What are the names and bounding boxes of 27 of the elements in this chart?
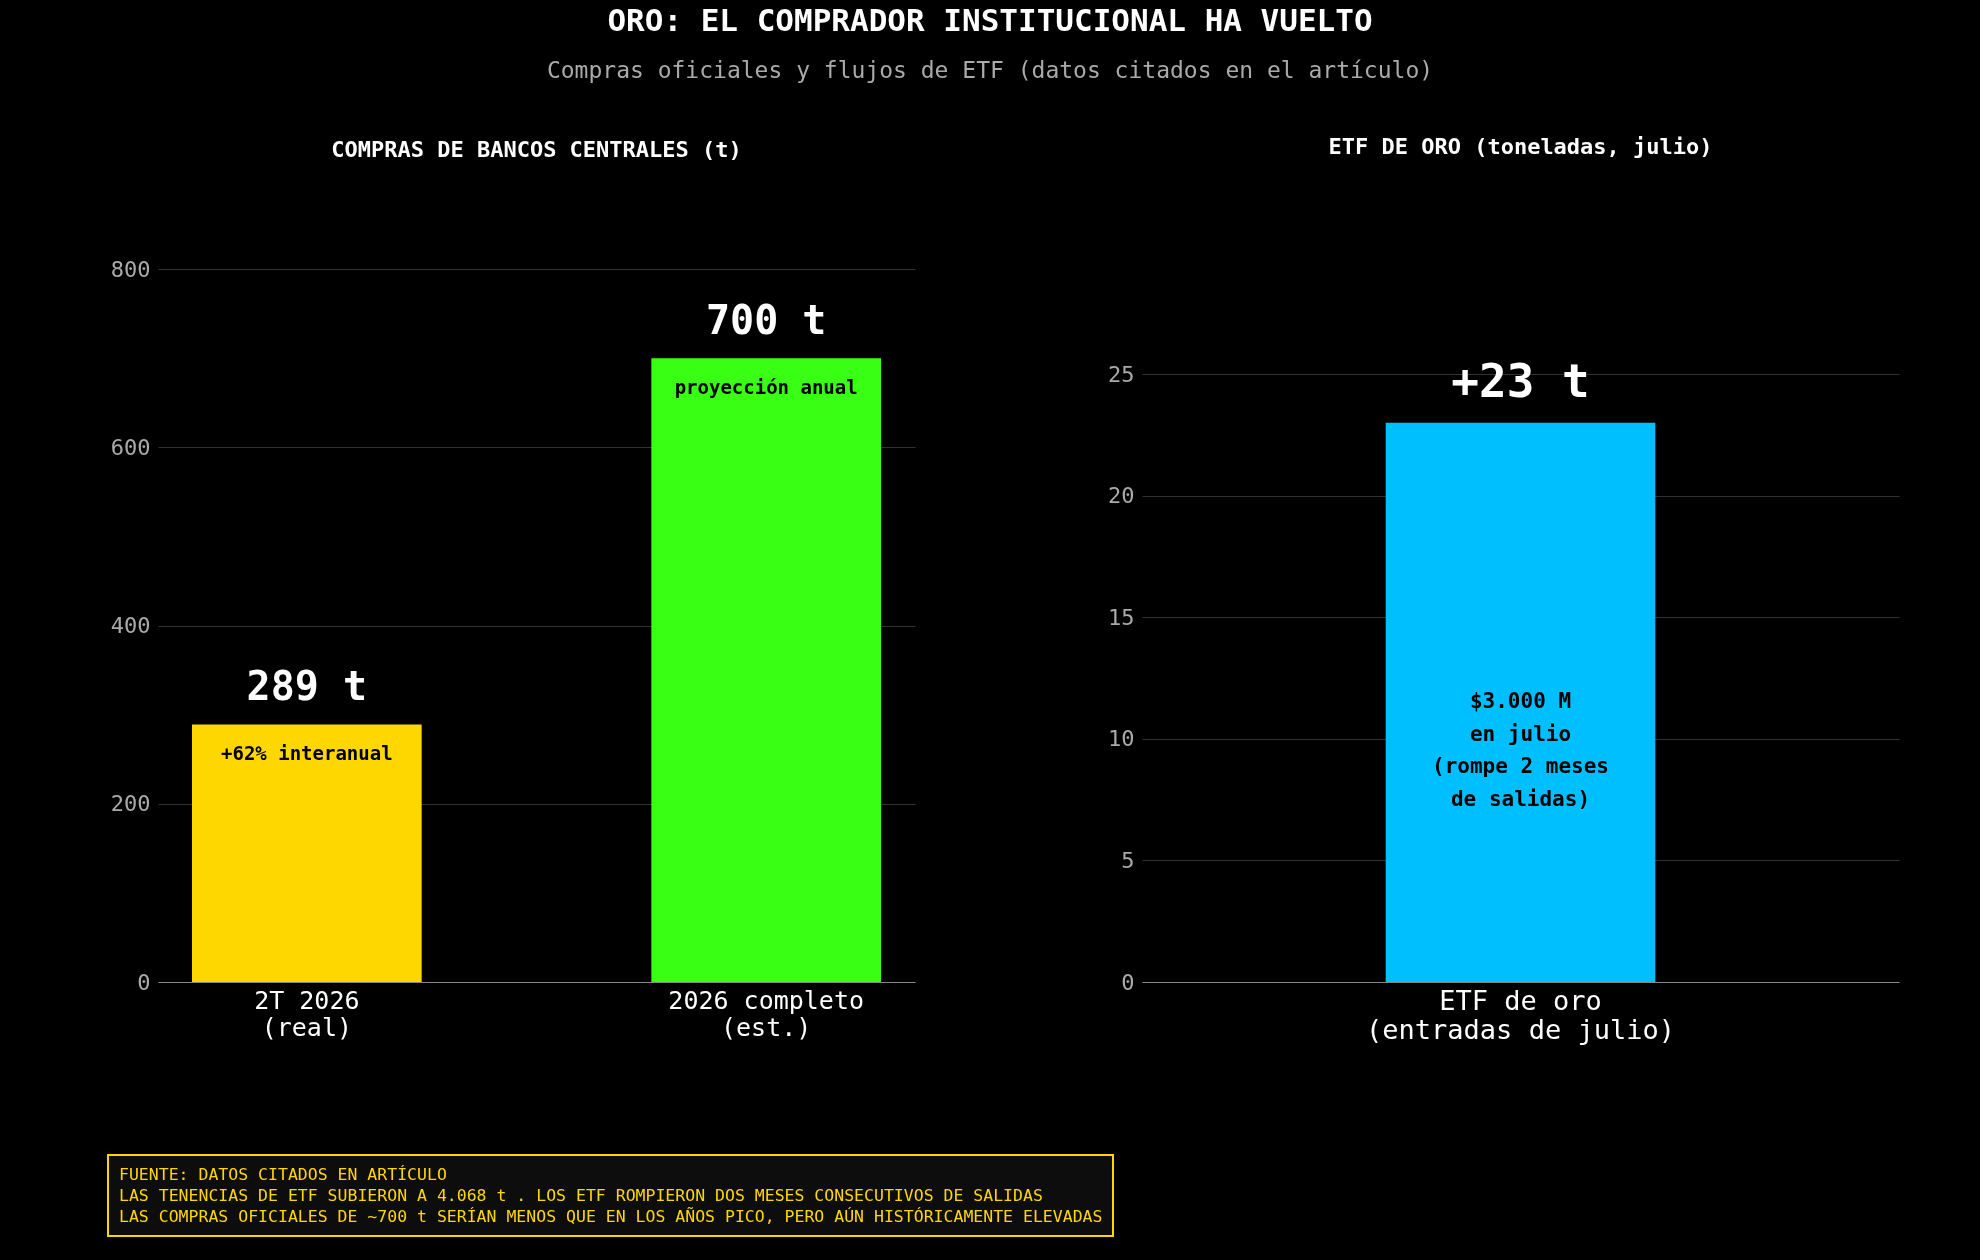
y-tick-label: 0 (137, 969, 151, 995)
data-label: 700 t (705, 297, 827, 344)
source-note: FUENTE: DATOS CITADOS EN ARTÍCULO (119, 1165, 447, 1184)
chart-title: COMPRAS DE BANCOS CENTRALES (t) (331, 137, 742, 162)
y-tick-label: 600 (110, 434, 151, 460)
annotation: $3.000 M en julio (rompe 2 meses de salidas) (1431, 689, 1610, 811)
y-tick-label: 200 (110, 791, 151, 817)
data-label: 289 t (246, 663, 368, 710)
x-tick-label: ETF de oro (entradas de julio) (1366, 984, 1675, 1045)
y-tick-label: 5 (1121, 847, 1135, 873)
chart-title: ETF DE ORO (toneladas, julio) (1328, 133, 1713, 159)
y-tick-label: 400 (110, 613, 151, 638)
y-tick-label: 0 (1121, 969, 1135, 995)
annotation: proyección anual (674, 376, 858, 399)
annotation: +62% interanual (221, 742, 393, 765)
y-tick-label: 15 (1108, 604, 1135, 630)
x-tick-label: 2026 completo (est.) (668, 985, 865, 1042)
y-tick-label: 20 (1108, 483, 1135, 509)
data-label: +23 t (1451, 353, 1590, 408)
text: Compras oficiales y flujos de ETF (datos citados en el artículo) (545, 57, 1435, 83)
y-tick-label: 10 (1108, 726, 1135, 752)
y-tick-label: 800 (110, 256, 151, 282)
x-tick-label: 2T 2026 (real) (254, 985, 360, 1042)
text: LAS TENENCIAS DE ETF SUBIERON A 4.068 t . LOS ETF ROMPIERON DOS MESES CONSECUTIVOS DE SALIDAS (119, 1186, 1043, 1205)
text: ORO: EL COMPRADOR INSTITUCIONAL HA VUELTO (606, 2, 1374, 38)
y-tick-label: 25 (1108, 361, 1135, 387)
text: LAS COMPRAS OFICIALES DE ~700 t SERÍAN MENOS QUE EN LOS AÑOS PICO, PERO AÚN HISTÓRICAMENTE ELEVADAS (119, 1207, 1103, 1226)
